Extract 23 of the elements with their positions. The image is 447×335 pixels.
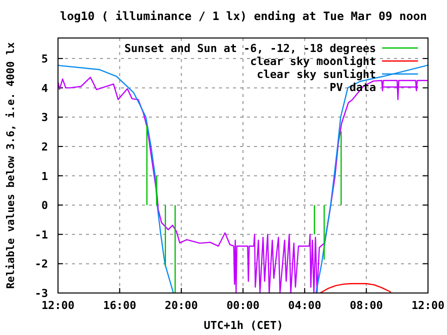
legend-label: clear sky moonlight	[250, 55, 376, 68]
y-tick-label: 0	[41, 199, 48, 212]
x-tick-label: 20:00	[164, 299, 198, 312]
x-axis-title: UTC+1h (CET)	[204, 319, 284, 332]
y-tick-label: 2	[41, 140, 48, 154]
x-tick-label: 12:00	[411, 299, 445, 312]
line-series	[319, 283, 392, 294]
x-tick-label: 12:00	[41, 299, 75, 312]
legend-label: clear sky sunlight	[256, 68, 376, 81]
y-tick-label: -1	[34, 228, 48, 242]
chart-title: log10 ( illuminance / 1 lx) ending at Tue Mar 09 noon	[60, 9, 428, 23]
legend-label: Sunset and Sun at -6, -12, -18 degrees	[124, 42, 376, 55]
y-tick-label: 3	[41, 111, 48, 124]
y-axis-title: Reliable values below 3.6, i.e. 4000 lx	[5, 42, 17, 289]
y-tick-label: 5	[41, 52, 48, 66]
y-tick-label: -2	[34, 258, 48, 271]
y-tick-label: -3	[34, 287, 48, 300]
y-tick-label: 4	[41, 82, 48, 95]
x-tick-label: 04:00	[288, 299, 322, 312]
x-tick-label: 08:00	[350, 299, 383, 312]
x-tick-label: 00:00	[226, 299, 260, 312]
x-tick-label: 16:00	[103, 299, 136, 312]
y-tick-label: 1	[41, 170, 48, 183]
